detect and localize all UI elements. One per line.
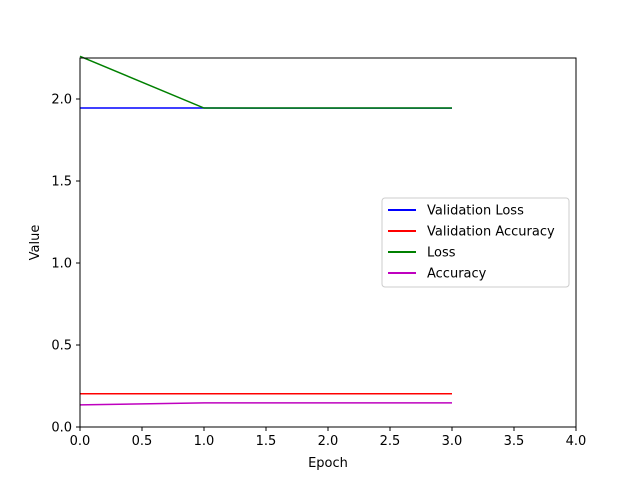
x-axis-ticks: 0.0 0.5 1.0 1.5 2.0 2.5 3.0 3.5 4.0 xyxy=(70,427,587,449)
x-axis-label: Epoch xyxy=(308,456,348,471)
legend-label: Validation Accuracy xyxy=(427,225,555,240)
series-line-2 xyxy=(79,55,452,109)
x-tick-label: 1.5 xyxy=(256,434,277,449)
x-tick-label: 4.0 xyxy=(566,434,587,449)
x-tick-label: 3.5 xyxy=(504,434,525,449)
x-tick-label: 1.0 xyxy=(194,434,215,449)
legend-box xyxy=(381,197,570,288)
x-tick-label: 2.0 xyxy=(318,434,339,449)
x-tick-label: 2.5 xyxy=(380,434,401,449)
legend: Validation Loss Validation Accuracy Loss Ac… xyxy=(381,197,570,288)
y-tick-label: 2.0 xyxy=(51,93,72,108)
legend-label: Loss xyxy=(427,246,456,261)
x-tick-label: 0.0 xyxy=(70,434,91,449)
x-tick-label: 3.0 xyxy=(442,434,463,449)
y-tick-label: 0.5 xyxy=(51,339,72,354)
x-tick-label: 0.5 xyxy=(132,434,153,449)
legend-label: Accuracy xyxy=(427,267,487,282)
series-line-3 xyxy=(79,402,452,406)
y-axis-ticks: 0.0 0.5 1.0 1.5 2.0 xyxy=(51,93,80,436)
y-axis-label: Value xyxy=(28,225,43,261)
y-tick-label: 1.0 xyxy=(51,257,72,272)
legend-label: Validation Loss xyxy=(427,204,524,219)
plot-lines xyxy=(79,55,452,406)
y-tick-label: 1.5 xyxy=(51,175,72,190)
y-tick-label: 0.0 xyxy=(51,421,72,436)
